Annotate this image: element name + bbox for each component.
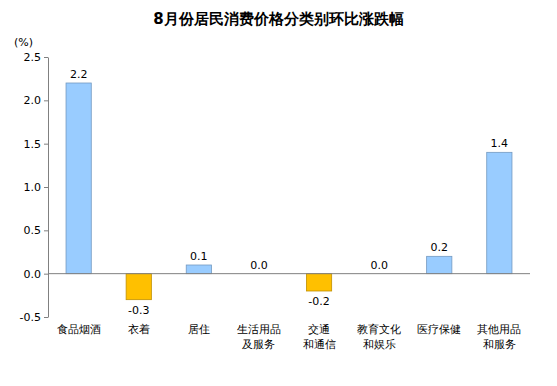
data-label: 0.1 bbox=[190, 250, 208, 263]
x-labels: 食品烟酒 衣着 居住 生活用品及服务交通和通信教育文化和娱乐 医疗保健 其他用品和服务 bbox=[57, 323, 522, 351]
y-tick-label: 0.0 bbox=[24, 268, 42, 281]
y-tick-label: 1.0 bbox=[24, 181, 42, 194]
data-labels: 2.2 -0.3 0.1 0.0 -0.2 0.0 0.2 1.4 bbox=[70, 68, 508, 317]
data-label: 1.4 bbox=[491, 137, 509, 150]
y-tick: 2.5 bbox=[24, 51, 49, 64]
bar bbox=[487, 152, 512, 273]
x-tick-label: 衣着 bbox=[128, 323, 150, 336]
y-tick-mark bbox=[44, 230, 48, 231]
y-tick-mark bbox=[44, 187, 48, 188]
y-tick: -0.5 bbox=[20, 311, 48, 324]
x-tick-label: 教育文化和娱乐 bbox=[357, 323, 401, 351]
y-tick-mark bbox=[44, 57, 48, 58]
y-tick-label: 0.5 bbox=[24, 224, 42, 237]
x-tick-label: 交通和通信 bbox=[303, 323, 336, 351]
y-tick: 2.0 bbox=[24, 94, 49, 107]
chart: 8月份居民消费价格分类别环比涨跌幅 (%) -0.5 0.0 0.5 1.0 1.5 2.0 2… bbox=[0, 0, 557, 386]
y-tick: 1.5 bbox=[24, 138, 49, 151]
y-axis: -0.5 0.0 0.5 1.0 1.5 2.0 2.5 bbox=[20, 51, 49, 324]
bar bbox=[126, 274, 151, 300]
zero-line bbox=[48, 273, 530, 274]
y-tick-label: 2.0 bbox=[24, 94, 42, 107]
bar bbox=[427, 256, 452, 273]
y-tick-mark bbox=[44, 100, 48, 101]
x-tick-label: 食品烟酒 bbox=[57, 323, 101, 336]
plot: -0.5 0.0 0.5 1.0 1.5 2.0 2.5 2.2 -0.3 0.1 0.0 -0.2 0… bbox=[20, 51, 530, 351]
y-tick-mark bbox=[44, 144, 48, 145]
y-tick: 1.0 bbox=[24, 181, 49, 194]
data-label: -0.2 bbox=[308, 295, 329, 308]
data-label: 0.0 bbox=[250, 259, 268, 272]
x-tick-label: 居住 bbox=[188, 323, 210, 336]
y-axis-line bbox=[48, 58, 49, 318]
bar bbox=[66, 83, 91, 274]
bar bbox=[186, 265, 211, 274]
data-label: 2.2 bbox=[70, 68, 88, 81]
data-label: -0.3 bbox=[128, 304, 149, 317]
data-label: 0.0 bbox=[370, 259, 388, 272]
x-tick-label: 其他用品和服务 bbox=[477, 323, 521, 351]
y-tick-label: 2.5 bbox=[24, 51, 42, 64]
title: 8月份居民消费价格分类别环比涨跌幅 bbox=[153, 10, 403, 28]
x-tick-label: 生活用品及服务 bbox=[237, 323, 281, 351]
bars bbox=[66, 83, 512, 300]
y-tick: 0.5 bbox=[24, 224, 49, 237]
x-tick-label: 医疗保健 bbox=[417, 323, 461, 336]
data-label: 0.2 bbox=[430, 241, 448, 254]
y-tick-label: -0.5 bbox=[20, 311, 41, 324]
y-tick: 0.0 bbox=[24, 268, 49, 281]
y-tick-mark bbox=[44, 317, 48, 318]
y-tick-mark bbox=[44, 274, 48, 275]
y-label: (%) bbox=[14, 36, 33, 49]
bar bbox=[306, 274, 331, 291]
y-tick-label: 1.5 bbox=[24, 138, 42, 151]
